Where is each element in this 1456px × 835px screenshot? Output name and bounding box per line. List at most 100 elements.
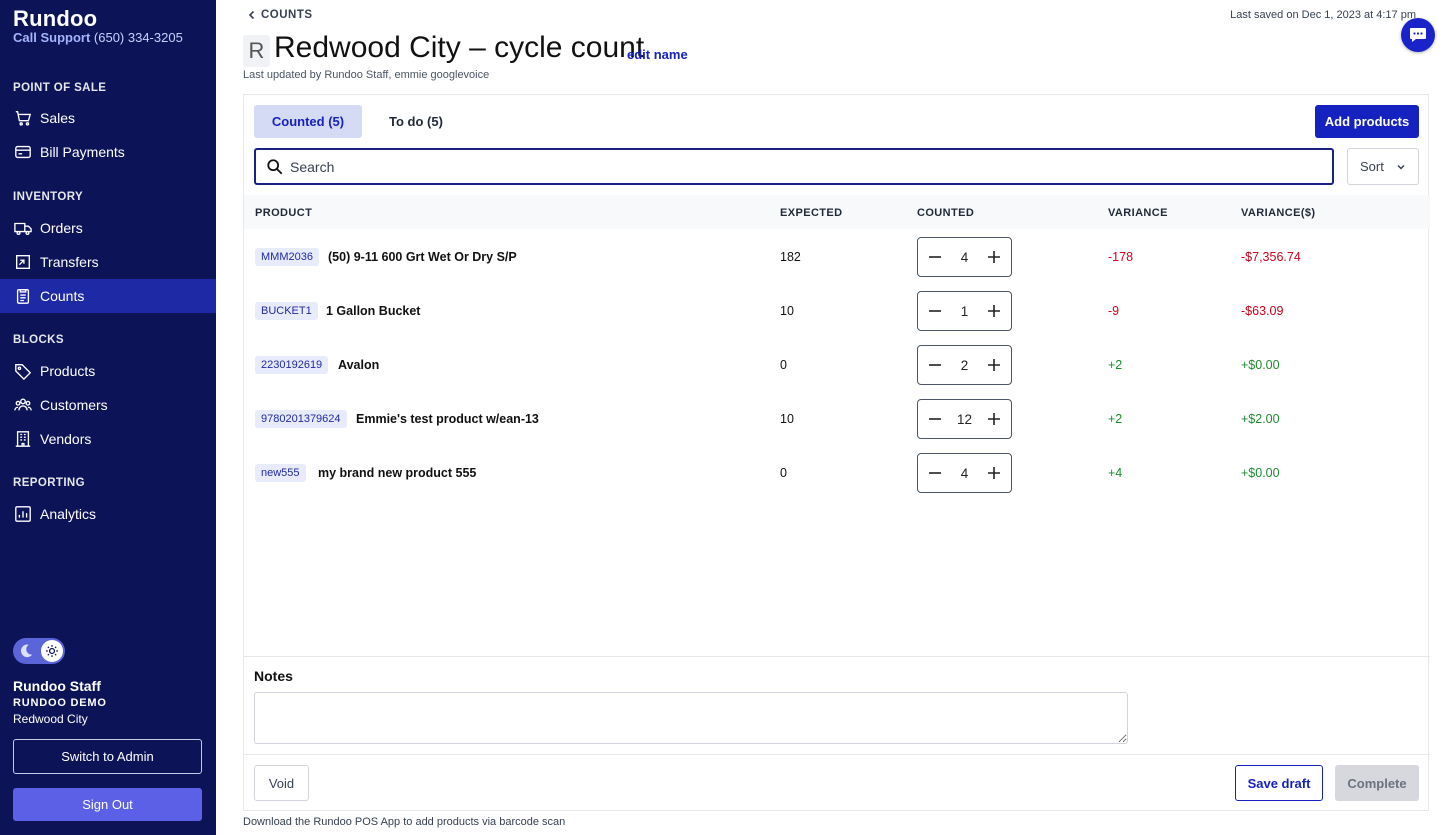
- sidebar-item-orders[interactable]: Orders: [0, 211, 216, 245]
- variance-dollars-value: +$0.00: [1241, 358, 1280, 372]
- quantity-stepper: 4: [917, 453, 1012, 493]
- plus-icon: [988, 413, 1000, 425]
- counted-value[interactable]: 4: [960, 249, 969, 265]
- expected-value: 10: [780, 304, 794, 318]
- decrement-button[interactable]: [927, 303, 943, 319]
- product-name[interactable]: Avalon: [338, 358, 380, 372]
- last-updated-text: Last updated by Rundoo Staff, emmie goog…: [243, 69, 490, 81]
- notes-label: Notes: [254, 668, 293, 684]
- minus-icon: [929, 256, 941, 258]
- decrement-button[interactable]: [927, 411, 943, 427]
- save-draft-button[interactable]: Save draft: [1235, 765, 1323, 801]
- section-inventory: INVENTORY: [13, 191, 84, 203]
- col-variance: VARIANCE: [1108, 207, 1168, 219]
- chat-button[interactable]: [1401, 18, 1435, 52]
- decrement-button[interactable]: [927, 249, 943, 265]
- section-blocks: BLOCKS: [13, 334, 64, 346]
- add-products-button[interactable]: Add products: [1315, 105, 1419, 138]
- table-row: new555 my brand new product 555 0 4 +4 +…: [244, 446, 1430, 500]
- table-header: PRODUCT EXPECTED COUNTED VARIANCE VARIAN…: [244, 195, 1430, 229]
- sku-badge: 2230192619: [255, 356, 329, 374]
- minus-icon: [929, 364, 941, 366]
- product-name[interactable]: Emmie's test product w/ean-13: [356, 412, 539, 426]
- decrement-button[interactable]: [927, 465, 943, 481]
- tab-to-do[interactable]: To do (5): [389, 114, 443, 129]
- back-to-counts-link[interactable]: COUNTS: [247, 9, 313, 21]
- table-row: BUCKET1 1 Gallon Bucket 10 1 -9 -$63.09: [244, 284, 1430, 338]
- sidebar-item-counts[interactable]: Counts: [0, 279, 216, 313]
- sidebar-item-sales[interactable]: Sales: [0, 101, 216, 135]
- counted-value[interactable]: 12: [956, 411, 973, 427]
- variance-value: +2: [1108, 412, 1123, 426]
- sku-badge: BUCKET1: [255, 302, 318, 320]
- increment-button[interactable]: [986, 303, 1002, 319]
- counted-value[interactable]: 1: [960, 303, 969, 319]
- sidebar-item-customers[interactable]: Customers: [0, 388, 216, 422]
- back-label: COUNTS: [261, 9, 313, 21]
- table-row: 2230192619 Avalon 0 2 +2 +$0.00: [244, 338, 1430, 392]
- section-reporting: REPORTING: [13, 477, 85, 489]
- variance-dollars-value: -$7,356.74: [1241, 250, 1301, 264]
- increment-button[interactable]: [986, 465, 1002, 481]
- chart-icon: [15, 506, 31, 522]
- switch-to-admin-button[interactable]: Switch to Admin: [13, 739, 202, 774]
- support-label: Call Support: [13, 30, 91, 45]
- variance-dollars-value: -$63.09: [1241, 304, 1284, 318]
- variance-value: -178: [1108, 250, 1134, 264]
- transfer-icon: [16, 255, 30, 269]
- variance-dollars-value: +$0.00: [1241, 466, 1280, 480]
- expected-value: 182: [780, 250, 801, 264]
- expected-value: 0: [780, 358, 787, 372]
- sign-out-button[interactable]: Sign Out: [13, 788, 202, 821]
- search-field[interactable]: [254, 148, 1334, 185]
- sort-dropdown[interactable]: Sort: [1347, 148, 1419, 185]
- sidebar-item-label: Bill Payments: [40, 144, 125, 160]
- cart-icon: [15, 111, 32, 126]
- theme-toggle[interactable]: [13, 638, 65, 664]
- quantity-stepper: 4: [917, 237, 1012, 277]
- credit-card-icon: [15, 145, 31, 159]
- clipboard-icon: [16, 289, 30, 304]
- building-icon: [15, 431, 31, 447]
- location-avatar: R: [243, 35, 270, 67]
- sidebar-item-products[interactable]: Products: [0, 354, 216, 388]
- quantity-stepper: 2: [917, 345, 1012, 385]
- notes-textarea[interactable]: [254, 692, 1128, 744]
- product-name[interactable]: 1 Gallon Bucket: [326, 304, 421, 318]
- sidebar-item-label: Vendors: [40, 431, 92, 447]
- sku-badge: 9780201379624: [255, 410, 347, 428]
- table-row: 9780201379624 Emmie's test product w/ean…: [244, 392, 1430, 446]
- complete-button[interactable]: Complete: [1335, 765, 1419, 801]
- user-name: Rundoo Staff: [13, 678, 101, 694]
- sun-icon: [46, 645, 58, 657]
- sidebar-item-label: Orders: [40, 220, 83, 236]
- void-button[interactable]: Void: [254, 765, 309, 801]
- minus-icon: [929, 418, 941, 420]
- decrement-button[interactable]: [927, 357, 943, 373]
- sidebar-item-analytics[interactable]: Analytics: [0, 497, 216, 531]
- search-input[interactable]: [290, 158, 1332, 175]
- support-line[interactable]: Call Support (650) 334-3205: [13, 30, 183, 45]
- sidebar-item-label: Sales: [40, 110, 76, 126]
- product-name[interactable]: (50) 9-11 600 Grt Wet Or Dry S/P: [328, 250, 517, 264]
- increment-button[interactable]: [986, 249, 1002, 265]
- sidebar-item-transfers[interactable]: Transfers: [0, 245, 216, 279]
- tab-counted[interactable]: Counted (5): [254, 105, 362, 138]
- col-product: PRODUCT: [255, 207, 313, 219]
- product-name[interactable]: my brand new product 555: [318, 466, 477, 480]
- plus-icon: [987, 467, 1000, 479]
- counted-value[interactable]: 4: [960, 465, 969, 481]
- truck-icon: [14, 222, 32, 235]
- quantity-stepper: 12: [917, 399, 1012, 439]
- toggle-knob: [41, 640, 63, 662]
- chevron-left-icon: [248, 10, 255, 20]
- sidebar-item-bill-payments[interactable]: Bill Payments: [0, 135, 216, 169]
- counted-value[interactable]: 2: [960, 357, 969, 373]
- edit-name-link[interactable]: edit name: [627, 47, 688, 62]
- moon-icon: [20, 644, 33, 658]
- increment-button[interactable]: [986, 357, 1002, 373]
- sidebar-item-vendors[interactable]: Vendors: [0, 422, 216, 456]
- quantity-stepper: 1: [917, 291, 1012, 331]
- increment-button[interactable]: [986, 411, 1002, 427]
- chevron-down-icon: [1397, 164, 1405, 170]
